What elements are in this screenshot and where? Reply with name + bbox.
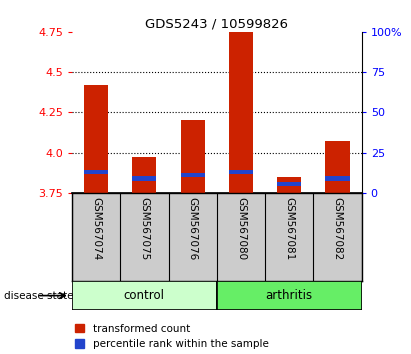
FancyBboxPatch shape <box>72 281 217 310</box>
FancyBboxPatch shape <box>217 281 362 310</box>
Bar <box>229 170 253 174</box>
Title: GDS5243 / 10599826: GDS5243 / 10599826 <box>145 18 288 31</box>
Text: GSM567075: GSM567075 <box>139 198 149 261</box>
Text: GSM567080: GSM567080 <box>236 198 246 261</box>
Bar <box>180 173 205 177</box>
Bar <box>132 176 157 181</box>
Text: arthritis: arthritis <box>266 289 313 302</box>
Bar <box>180 120 205 193</box>
Text: GSM567074: GSM567074 <box>91 198 101 261</box>
Bar <box>277 182 301 186</box>
Legend: transformed count, percentile rank within the sample: transformed count, percentile rank withi… <box>75 324 269 349</box>
Bar <box>132 158 157 193</box>
Bar <box>326 141 350 193</box>
Bar <box>326 176 350 181</box>
Text: GSM567076: GSM567076 <box>188 198 198 261</box>
Text: GSM567082: GSM567082 <box>332 198 342 261</box>
Text: GSM567081: GSM567081 <box>284 198 294 261</box>
Bar <box>277 177 301 193</box>
Bar <box>229 32 253 193</box>
Bar <box>84 170 108 174</box>
Text: control: control <box>124 289 165 302</box>
Text: disease state: disease state <box>4 291 74 301</box>
Bar <box>84 85 108 193</box>
